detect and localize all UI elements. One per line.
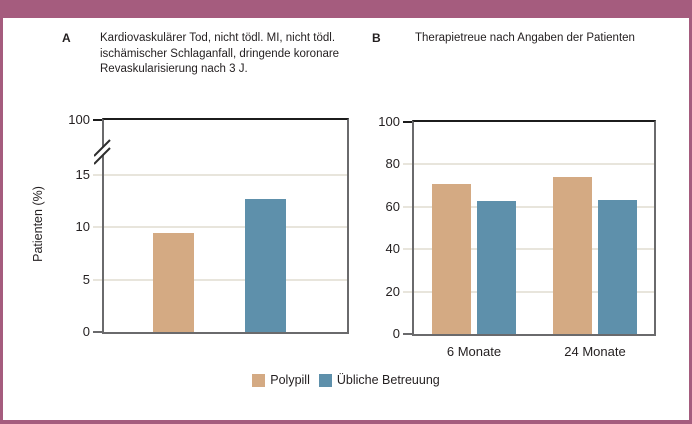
tick-mark [93,174,102,176]
panel-b-plot: 0 20 40 60 80 100 6 Monate 24 Monate [378,114,656,359]
legend-label-polypill: Polypill [270,373,310,387]
frame-left-border [0,0,3,424]
x-tick-label: 24 Monate [564,344,626,359]
tick-mark [93,226,102,229]
y-tick-label: 0 [392,326,400,341]
panel-b-title: Therapietreue nach Angaben der Patienten [415,32,635,44]
tick-mark [93,278,102,281]
bar-usual-care [477,201,516,334]
panel-a-ylabel: Patienten (%) [31,186,45,262]
gridline [414,248,654,251]
y-tick-label: 40 [385,241,400,257]
gridline [104,226,347,229]
tick-mark [403,163,412,166]
polypill-swatch-icon [252,373,266,387]
axis-break-icon [94,139,111,165]
legend-item-polypill: Polypill [252,373,310,387]
y-tick-label: 100 [378,114,400,129]
tick-mark [93,119,102,121]
frame-bottom-border [0,420,692,424]
tick-mark [93,331,102,333]
y-tick-label: 80 [385,156,400,172]
legend-label-usual-care: Übliche Betreuung [336,373,440,387]
tick-mark [403,205,412,208]
panel-a-plot: 0 5 10 15 100 [68,112,349,339]
y-tick-label: 0 [82,324,90,339]
gridline [104,174,347,176]
bar-usual-care [245,199,286,332]
tick-mark [403,290,412,293]
gridline [414,205,654,208]
x-tick-label: 6 Monate [446,344,502,359]
y-tick-label: 15 [75,167,90,182]
y-tick-label: 60 [385,198,400,214]
panel-a-title: Kardiovaskulärer Tod, nicht tödl. MI, ni… [100,32,340,75]
frame-top-bar [0,0,692,18]
gridline [104,278,347,281]
y-tick-label: 5 [82,271,90,287]
bar-polypill [553,176,592,334]
gridline [414,290,654,293]
y-tick-label: 100 [68,112,90,127]
bar-usual-care [598,200,637,334]
gridline [414,163,654,166]
y-tick-label: 10 [75,219,90,235]
frame-right-border [689,0,692,424]
legend-item-usual-care: Übliche Betreuung [318,373,440,387]
y-tick-label: 20 [385,283,400,299]
tick-mark [403,333,412,335]
panel-a-label: A [62,31,71,45]
bar-polypill [432,184,471,334]
usual-care-swatch-icon [318,373,332,387]
panel-b-label: B [372,31,381,45]
tick-mark [403,121,412,123]
bar-polypill [153,232,194,332]
legend: Polypill Übliche Betreuung [0,373,692,387]
tick-mark [403,248,412,251]
